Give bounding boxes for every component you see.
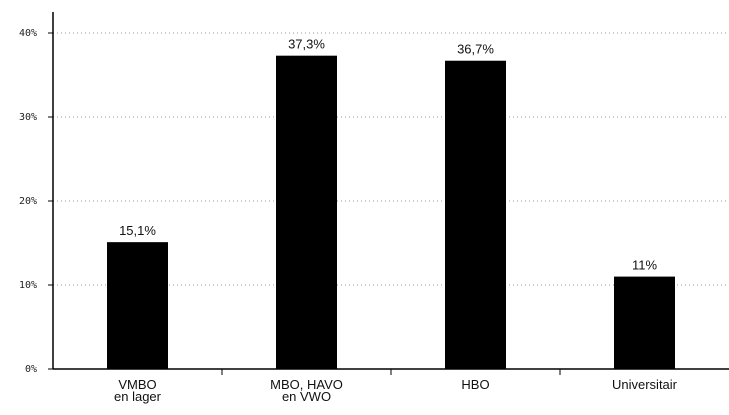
y-tick-label: 0%	[25, 364, 37, 375]
x-tick-label: MBO, HAVO	[270, 377, 343, 392]
y-tick-label: 40%	[19, 28, 37, 39]
data-label: 11%	[632, 258, 657, 273]
bar	[107, 242, 168, 369]
data-label: 15,1%	[119, 223, 156, 238]
y-tick-label: 30%	[19, 112, 37, 123]
bar	[445, 60, 506, 369]
data-label: 37,3%	[288, 37, 325, 52]
data-label: 36,7%	[457, 42, 494, 57]
x-tick-label: HBO	[461, 377, 489, 392]
y-tick-label: 20%	[19, 196, 37, 207]
bar	[614, 276, 675, 369]
bar	[276, 55, 337, 370]
y-tick-label: 10%	[19, 280, 37, 291]
x-tick-label: en VWO	[282, 389, 331, 404]
x-tick-label: VMBO	[118, 377, 156, 392]
x-tick-label: en lager	[114, 389, 162, 404]
x-tick-label: Universitair	[612, 377, 678, 392]
